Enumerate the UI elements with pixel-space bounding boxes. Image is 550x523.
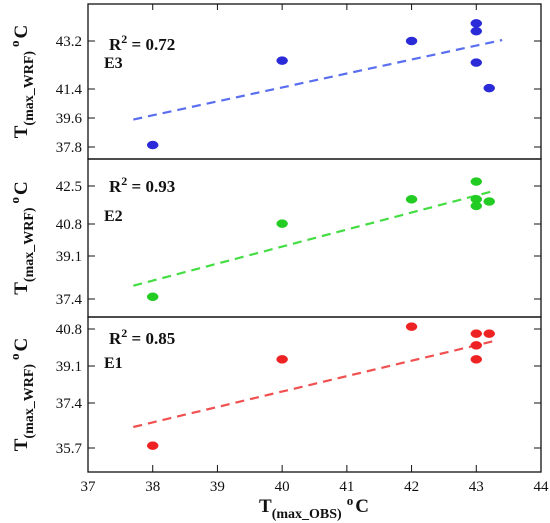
- x-tick-label: 40: [275, 479, 290, 495]
- experiment-label: E2: [104, 208, 123, 225]
- data-point: [470, 58, 483, 67]
- data-point: [483, 83, 495, 93]
- x-tick-label: 42: [404, 479, 419, 495]
- regression-line: [133, 339, 496, 429]
- data-point: [470, 201, 483, 211]
- data-point: [470, 26, 483, 36]
- y-tick-label: 37.8: [56, 140, 82, 156]
- data-point: [405, 36, 418, 46]
- data-point: [470, 19, 483, 28]
- data-point: [146, 441, 159, 450]
- regression-line: [133, 38, 503, 121]
- x-tick-label: 41: [339, 479, 354, 495]
- data-point: [470, 177, 483, 186]
- y-axis-label: T(max_WRF)oC: [7, 338, 37, 452]
- y-tick-label: 43.2: [56, 34, 82, 50]
- r-squared-label: R2 = 0.72: [109, 32, 175, 54]
- y-axis-label: T(max_WRF)oC: [7, 181, 37, 295]
- x-tick-label: 43: [469, 479, 484, 495]
- data-point: [276, 355, 288, 364]
- data-point: [146, 140, 159, 150]
- data-point: [483, 197, 495, 206]
- y-axis-label: T(max_WRF)oC: [7, 25, 37, 139]
- data-point: [470, 329, 483, 338]
- r-squared-label: R2 = 0.85: [109, 326, 175, 348]
- data-point: [276, 219, 288, 228]
- x-tick-label: 37: [81, 479, 97, 495]
- data-point: [483, 329, 495, 338]
- panel-e1: 35.7 37.4 39.1 40.8 R2 = 0.85 E1 T(max_WRF)oC: [7, 316, 542, 473]
- data-point: [276, 56, 288, 65]
- data-point: [470, 341, 483, 350]
- y-tick-label: 40.8: [56, 217, 82, 233]
- data-point: [470, 355, 483, 364]
- panel-e2: 37.4 39.1 40.8 42.5 R2 = 0.93 E2 T(max_WRF)oC: [7, 158, 542, 318]
- y-tick-label: 39.1: [56, 359, 82, 375]
- r-squared-label: R2 = 0.93: [109, 174, 175, 196]
- y-tick-label: 39.1: [56, 249, 82, 265]
- y-tick-label: 37.4: [56, 396, 83, 412]
- y-tick-label: 35.7: [56, 441, 83, 457]
- y-tick-label: 42.5: [56, 179, 82, 195]
- data-point: [405, 195, 418, 204]
- y-tick-label: 40.8: [56, 322, 82, 338]
- y-tick-label: 39.6: [56, 111, 83, 127]
- x-axis-label: T(max_OBS)o C: [259, 493, 369, 522]
- experiment-label: E1: [104, 355, 123, 372]
- x-tick-label: 38: [145, 479, 160, 495]
- data-point: [405, 322, 418, 331]
- x-tick-label: 44: [534, 479, 550, 495]
- regression-line: [133, 189, 496, 287]
- panel-frame: [87, 316, 542, 473]
- experiment-label: E3: [104, 55, 123, 72]
- x-tick-label: 39: [210, 479, 225, 495]
- y-tick-label: 37.4: [56, 292, 83, 308]
- y-tick-label: 41.4: [56, 82, 83, 98]
- data-point: [146, 292, 159, 302]
